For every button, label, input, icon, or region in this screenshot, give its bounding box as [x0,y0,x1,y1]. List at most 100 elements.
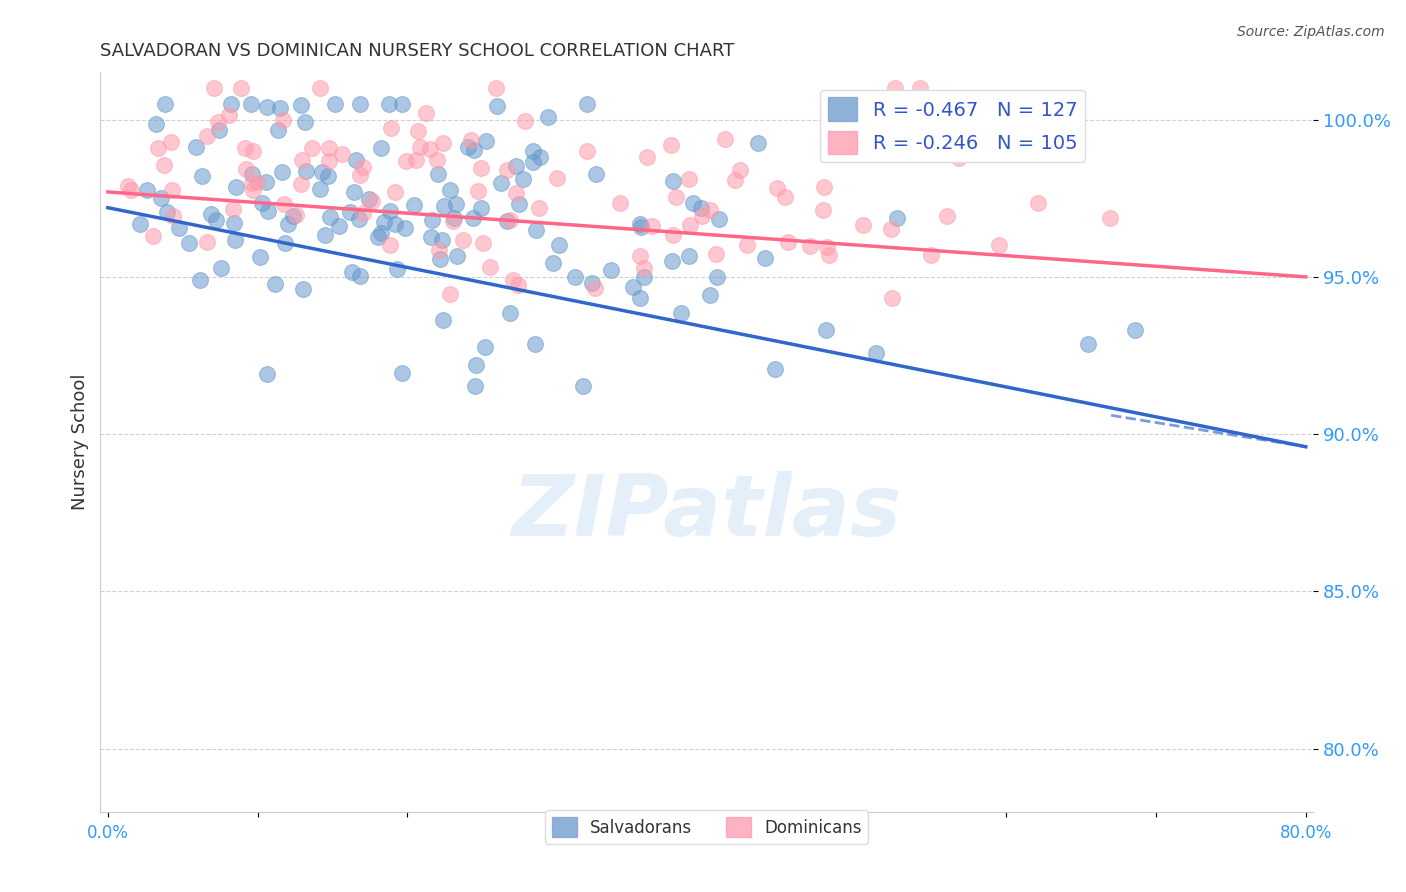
Dominicans [496,163,519,178]
Salvadorans [689,202,711,216]
Dominicans [330,147,353,161]
Dominicans [195,235,218,249]
Dominicans [692,210,714,224]
Dominicans [290,177,312,191]
Salvadorans [328,219,350,233]
Salvadorans [340,265,363,279]
Salvadorans [572,378,595,392]
Salvadorans [763,362,786,376]
Salvadorans [662,174,685,188]
Dominicans [273,197,295,211]
Salvadorans [184,140,207,154]
Salvadorans [682,195,704,210]
Dominicans [439,287,461,301]
Dominicans [815,240,838,254]
Dominicans [527,202,550,216]
Dominicans [235,161,257,176]
Dominicans [908,81,931,95]
Salvadorans [274,235,297,250]
Dominicans [467,185,489,199]
Salvadorans [292,282,315,296]
Dominicans [935,210,957,224]
Salvadorans [433,199,456,213]
Salvadorans [219,96,242,111]
Salvadorans [427,167,450,181]
Salvadorans [446,249,468,263]
Dominicans [811,202,834,217]
Salvadorans [548,237,571,252]
Salvadorans [295,164,318,178]
Dominicans [713,132,735,146]
Dominicans [502,273,524,287]
Salvadorans [429,252,451,266]
Dominicans [207,115,229,129]
Salvadorans [1125,323,1147,337]
Salvadorans [249,250,271,264]
Dominicans [506,278,529,293]
Salvadorans [581,276,603,290]
Dominicans [470,161,492,175]
Dominicans [318,141,340,155]
Dominicans [284,208,307,222]
Salvadorans [191,169,214,183]
Dominicans [662,227,685,242]
Salvadorans [457,140,479,154]
Dominicans [546,170,568,185]
Salvadorans [207,123,229,137]
Dominicans [353,160,375,174]
Dominicans [576,144,599,158]
Salvadorans [378,96,401,111]
Salvadorans [633,270,655,285]
Dominicans [988,238,1011,252]
Salvadorans [343,185,366,199]
Dominicans [1099,211,1122,226]
Dominicans [665,189,688,203]
Dominicans [405,153,427,168]
Dominicans [813,179,835,194]
Salvadorans [543,256,565,270]
Salvadorans [323,96,346,111]
Dominicans [730,162,752,177]
Salvadorans [290,98,312,112]
Legend: Salvadorans, Dominicans: Salvadorans, Dominicans [546,810,869,844]
Salvadorans [470,201,492,215]
Salvadorans [344,153,367,167]
Salvadorans [499,306,522,320]
Salvadorans [524,223,547,237]
Dominicans [920,248,942,262]
Salvadorans [205,213,228,227]
Salvadorans [630,219,652,234]
Text: 80.0%: 80.0% [1279,824,1331,842]
Salvadorans [385,262,408,277]
Salvadorans [464,358,486,372]
Salvadorans [145,116,167,130]
Salvadorans [391,366,413,380]
Salvadorans [391,96,413,111]
Dominicans [384,185,406,199]
Dominicans [160,183,183,197]
Salvadorans [706,270,728,285]
Dominicans [432,136,454,151]
Dominicans [271,112,294,127]
Salvadorans [271,165,294,179]
Salvadorans [370,141,392,155]
Salvadorans [256,100,278,114]
Salvadorans [240,167,263,181]
Salvadorans [250,195,273,210]
Dominicans [229,81,252,95]
Salvadorans [269,101,291,115]
Salvadorans [200,207,222,221]
Dominicans [633,261,655,276]
Dominicans [202,81,225,95]
Dominicans [880,291,903,305]
Dominicans [948,151,970,165]
Dominicans [427,244,450,258]
Dominicans [360,194,382,208]
Dominicans [395,153,418,168]
Salvadorans [263,277,285,292]
Salvadorans [420,212,443,227]
Salvadorans [267,123,290,137]
Salvadorans [443,211,465,226]
Dominicans [195,128,218,143]
Salvadorans [349,96,371,111]
